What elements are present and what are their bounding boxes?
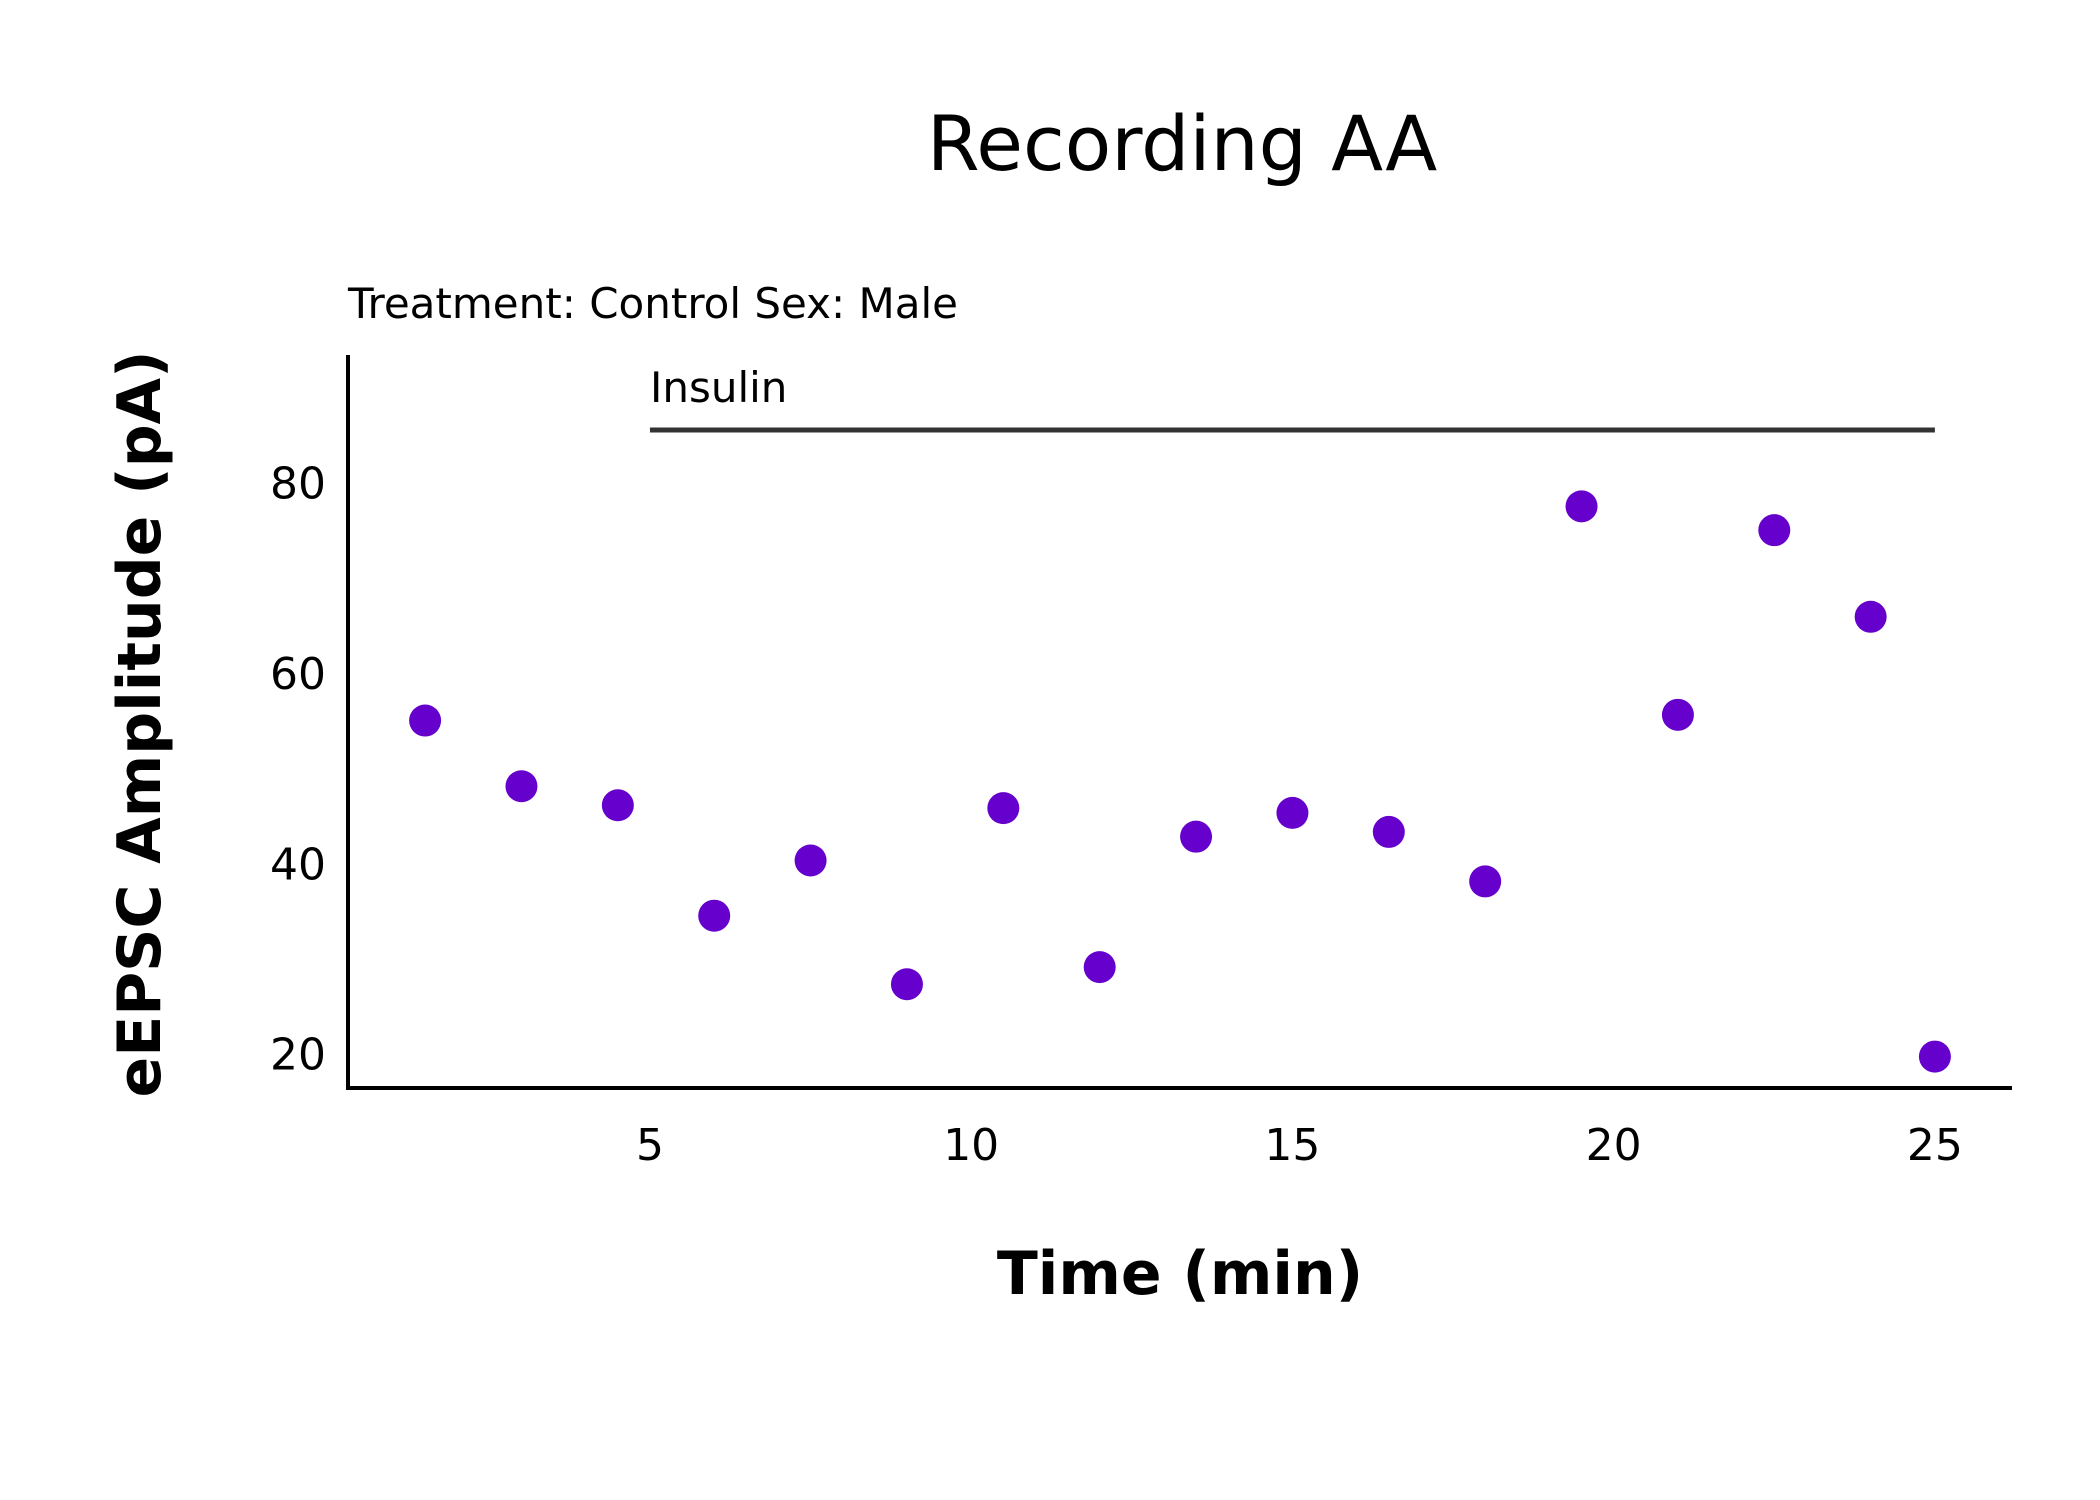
data-point	[1469, 865, 1502, 898]
data-point	[1372, 815, 1405, 848]
y-tick-label: 40	[270, 839, 326, 890]
y-axis-label: eEPSC Amplitude (pA)	[105, 351, 175, 1098]
data-point	[1758, 514, 1791, 547]
data-point	[987, 792, 1020, 825]
x-tick-label: 5	[636, 1120, 664, 1171]
x-tick-label: 20	[1586, 1120, 1642, 1171]
chart-subtitle: Treatment: Control Sex: Male	[347, 279, 958, 328]
data-point	[409, 704, 442, 737]
data-point	[698, 899, 731, 932]
data-point	[1276, 796, 1309, 829]
data-point	[1565, 490, 1598, 523]
data-point	[601, 789, 634, 822]
data-point	[1918, 1040, 1951, 1073]
x-axis-label: Time (min)	[997, 1239, 1363, 1309]
data-point	[1661, 698, 1694, 731]
x-tick-label: 25	[1907, 1120, 1963, 1171]
y-tick-label: 80	[270, 459, 326, 510]
data-point	[794, 844, 827, 877]
x-tick-label: 15	[1264, 1120, 1320, 1171]
plot-area: 5 10 15 20 25 20 40 60 80 Insulin	[270, 355, 2012, 1171]
data-point	[1083, 951, 1116, 984]
data-point	[1180, 820, 1213, 853]
y-tick-label: 60	[270, 649, 326, 700]
data-point	[505, 770, 538, 803]
chart-title: Recording AA	[927, 99, 1437, 188]
y-tick-label: 20	[270, 1030, 326, 1081]
x-tick-label: 10	[943, 1120, 999, 1171]
data-point	[1854, 600, 1887, 633]
insulin-label: Insulin	[650, 363, 787, 412]
data-point	[890, 968, 923, 1001]
